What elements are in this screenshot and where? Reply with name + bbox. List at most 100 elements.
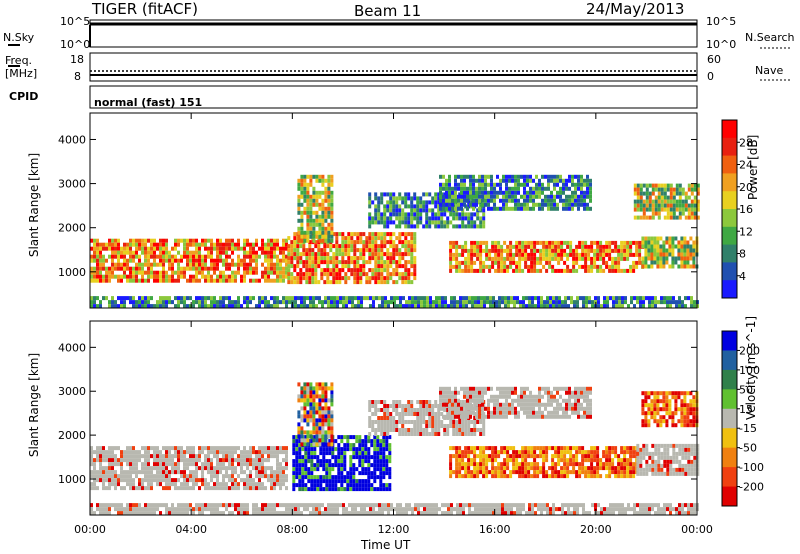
- echo-cell: [493, 206, 496, 211]
- echo-cell: [544, 406, 547, 411]
- echo-cell: [386, 420, 390, 424]
- echo-cell: [514, 190, 517, 195]
- echo-cell: [556, 174, 559, 179]
- echo-cell: [399, 300, 402, 305]
- echo-cell: [171, 454, 174, 459]
- echo-cell: [330, 222, 334, 227]
- echo-cell: [318, 218, 322, 223]
- echo-cell: [460, 190, 463, 195]
- echo-cell: [577, 186, 580, 191]
- echo-cell: [574, 390, 577, 395]
- echo-cell: [395, 404, 399, 408]
- echo-cell: [243, 270, 246, 275]
- echo-cell: [180, 296, 183, 301]
- echo-cell: [494, 454, 498, 459]
- echo-cell: [482, 462, 486, 467]
- echo-cell: [410, 208, 414, 213]
- echo-cell: [503, 462, 507, 467]
- echo-cell: [171, 246, 174, 251]
- echo-cell: [407, 428, 411, 432]
- echo-cell: [347, 232, 351, 237]
- echo-cell: [192, 478, 195, 483]
- echo-cell: [285, 262, 288, 267]
- echo-cell: [632, 260, 636, 265]
- echo-cell: [524, 264, 528, 269]
- echo-cell: [458, 432, 462, 436]
- echo-cell: [129, 242, 132, 247]
- echo-cell: [318, 202, 322, 207]
- echo-cell: [290, 256, 294, 261]
- echo-cell: [105, 278, 108, 283]
- echo-cell: [306, 234, 310, 239]
- echo-cell: [382, 459, 386, 464]
- echo-cell: [351, 300, 354, 305]
- echo-cell: [234, 262, 237, 267]
- echo-cell: [367, 479, 371, 484]
- echo-cell: [523, 410, 526, 415]
- echo-cell: [449, 446, 453, 451]
- echo-cell: [419, 216, 423, 221]
- echo-cell: [243, 262, 246, 267]
- echo-cell: [584, 252, 588, 257]
- echo-cell: [538, 402, 541, 407]
- echo-cell: [312, 422, 316, 427]
- echo-cell: [440, 220, 444, 225]
- echo-cell: [455, 212, 459, 217]
- echo-cell: [377, 416, 381, 420]
- echo-cell: [270, 258, 273, 263]
- echo-cell: [465, 304, 468, 309]
- echo-cell: [309, 226, 313, 231]
- echo-cell: [581, 240, 585, 245]
- echo-cell: [267, 458, 270, 463]
- echo-cell: [583, 202, 586, 207]
- echo-cell: [639, 199, 643, 204]
- echo-cell: [382, 475, 386, 480]
- echo-cell: [422, 408, 426, 412]
- echo-cell: [298, 475, 302, 480]
- echo-cell: [689, 244, 693, 249]
- echo-cell: [192, 250, 195, 255]
- echo-cell: [327, 182, 331, 187]
- echo-cell: [414, 304, 417, 309]
- echo-cell: [361, 467, 365, 472]
- echo-cell: [488, 470, 492, 475]
- echo-cell: [689, 256, 693, 261]
- echo-cell: [255, 482, 258, 487]
- echo-cell: [506, 248, 510, 253]
- echo-cell: [410, 260, 414, 265]
- echo-cell: [333, 296, 336, 301]
- echo-cell: [312, 230, 316, 235]
- echo-cell: [177, 450, 180, 455]
- echo-cell: [341, 260, 345, 265]
- echo-cell: [680, 236, 684, 241]
- echo-cell: [201, 258, 204, 263]
- echo-cell: [443, 224, 447, 229]
- echo-cell: [153, 458, 156, 463]
- echo-cell: [470, 216, 474, 221]
- echo-cell: [538, 414, 541, 419]
- echo-cell: [404, 196, 408, 201]
- echo-cell: [671, 248, 675, 253]
- echo-cell: [487, 206, 490, 211]
- echo-cell: [255, 466, 258, 471]
- echo-cell: [605, 240, 609, 245]
- echo-cell: [156, 262, 159, 267]
- echo-cell: [327, 434, 331, 439]
- echo-cell: [330, 202, 334, 207]
- echo-cell: [246, 270, 249, 275]
- echo-cell: [377, 264, 381, 269]
- echo-cell: [228, 266, 231, 271]
- echo-cell: [562, 414, 565, 419]
- echo-cell: [577, 386, 580, 391]
- echo-cell: [561, 304, 564, 309]
- echo-cell: [589, 390, 592, 395]
- echo-cell: [630, 300, 633, 305]
- echo-cell: [102, 274, 105, 279]
- echo-cell: [473, 458, 477, 463]
- echo-cell: [322, 479, 326, 484]
- echo-cell: [93, 304, 96, 309]
- echo-cell: [374, 404, 378, 408]
- echo-cell: [365, 248, 369, 253]
- echo-cell: [371, 240, 375, 245]
- echo-cell: [324, 198, 328, 203]
